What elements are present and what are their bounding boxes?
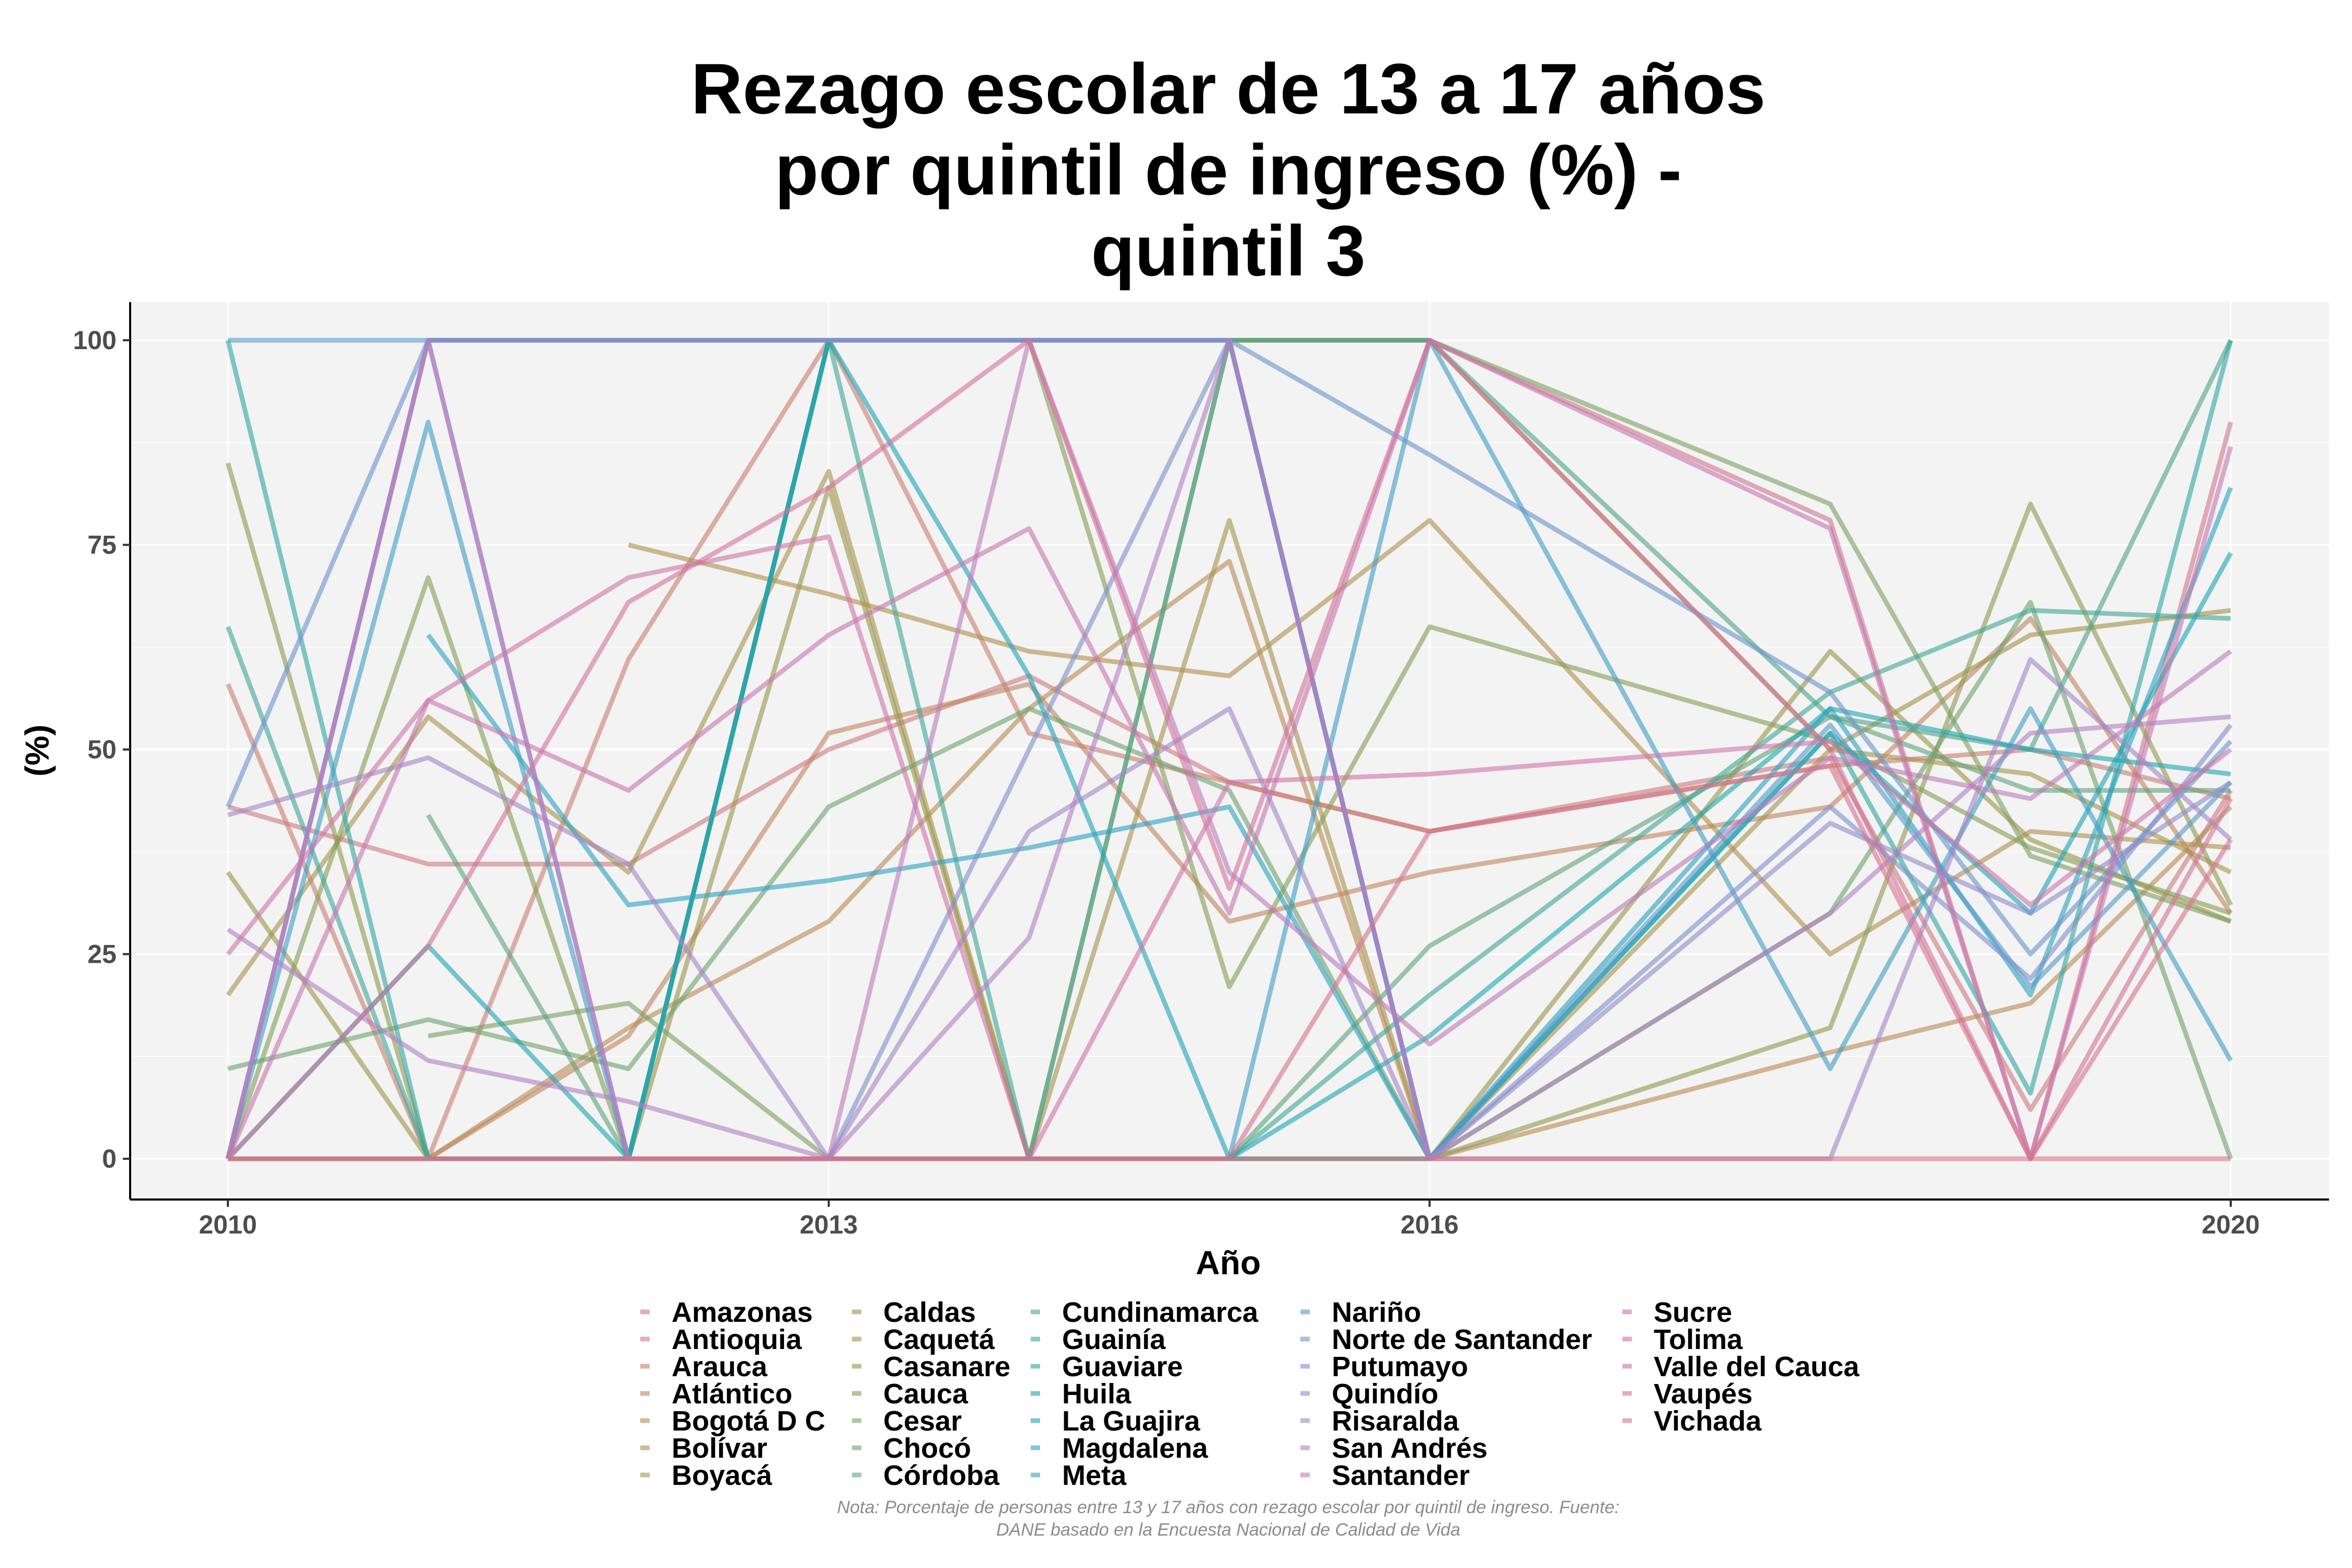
note-line: DANE basado en la Encuesta Nacional de C… <box>996 1520 1460 1540</box>
series-line <box>226 534 2232 1161</box>
legend-item: Magdalena <box>1031 1433 1208 1464</box>
legend-item: Santander <box>1300 1460 1470 1491</box>
legend-label: Casanare <box>883 1351 1010 1382</box>
y-tick-label: 100 <box>73 326 117 355</box>
title-line-2: por quintil de ingreso (%) - <box>775 130 1681 210</box>
legend-label: Meta <box>1062 1460 1127 1491</box>
legend-label: Valle del Cauca <box>1654 1351 1860 1382</box>
legend-item: Chocó <box>852 1433 971 1464</box>
plot-panel <box>130 302 2329 1200</box>
title-line-3: quintil 3 <box>1091 211 1365 291</box>
note-line: Nota: Porcentaje de personas entre 13 y … <box>837 1497 1620 1517</box>
legend-label: Vichada <box>1654 1405 1762 1437</box>
data-lines <box>225 338 2233 1161</box>
title-line-1: Rezago escolar de 13 a 17 años <box>691 49 1766 129</box>
series-line <box>227 657 2233 1161</box>
series-line <box>225 338 2233 1161</box>
legend-label: Guaviare <box>1062 1351 1183 1382</box>
legend-item: Sucre <box>1622 1297 1732 1328</box>
legend-label: Sucre <box>1654 1297 1732 1328</box>
x-tick-label: 2013 <box>800 1210 858 1239</box>
y-tick-label: 50 <box>87 735 117 764</box>
legend-item: Vaupés <box>1622 1378 1753 1410</box>
legend-label: Boyacá <box>672 1460 773 1491</box>
series-line <box>225 338 2232 1161</box>
legend-label: Chocó <box>883 1433 971 1464</box>
legend-label: Santander <box>1332 1460 1470 1491</box>
legend-label: Córdoba <box>883 1460 1000 1491</box>
series-line <box>228 616 2233 1161</box>
legend-item: La Guajira <box>1031 1405 1201 1437</box>
y-axis-ticks: 0 25 50 75 100 <box>73 326 130 1173</box>
legend-item: Bolívar <box>640 1433 767 1464</box>
legend-label: San Andrés <box>1332 1433 1488 1464</box>
legend-item: Arauca <box>640 1351 768 1382</box>
legend-item: Antioquia <box>640 1324 802 1355</box>
x-axis-title: Año <box>1196 1244 1261 1282</box>
legend-label: Norte de Santander <box>1332 1324 1592 1355</box>
y-axis-title: (%) <box>18 724 56 777</box>
legend-item: Norte de Santander <box>1300 1324 1592 1355</box>
legend-item: Amazonas <box>640 1297 813 1328</box>
legend-item: Risaralda <box>1300 1405 1459 1437</box>
legend-label: Arauca <box>672 1351 768 1382</box>
legend-item: Guainía <box>1031 1324 1166 1355</box>
legend-label: La Guajira <box>1062 1405 1201 1437</box>
y-tick-label: 25 <box>87 940 117 969</box>
legend-item: Putumayo <box>1300 1351 1468 1382</box>
legend-item: Huila <box>1031 1378 1132 1410</box>
legend-label: Tolima <box>1654 1324 1743 1355</box>
x-tick-label: 2010 <box>199 1210 257 1239</box>
legend-item: Cundinamarca <box>1031 1297 1259 1328</box>
series-line <box>225 338 2232 1161</box>
legend-label: Bolívar <box>672 1433 767 1464</box>
legend-label: Magdalena <box>1062 1433 1208 1464</box>
chart-title: Rezago escolar de 13 a 17 años por quint… <box>691 49 1766 291</box>
legend-item: Caldas <box>852 1297 976 1328</box>
y-tick-label: 75 <box>87 531 117 560</box>
legend-item: Meta <box>1031 1460 1127 1491</box>
legend-label: Cesar <box>883 1405 962 1437</box>
legend-item: Guaviare <box>1031 1351 1183 1382</box>
legend-item: Cesar <box>852 1405 962 1437</box>
x-tick-label: 2016 <box>1401 1210 1459 1239</box>
legend-label: Risaralda <box>1332 1405 1459 1437</box>
legend-item: Córdoba <box>852 1460 1000 1491</box>
legend-item: Cauca <box>852 1378 969 1410</box>
legend-label: Cundinamarca <box>1062 1297 1259 1328</box>
legend-item: Quindío <box>1300 1378 1438 1410</box>
legend-item: Boyacá <box>640 1460 773 1491</box>
legend-label: Atlántico <box>672 1378 792 1410</box>
series-line <box>226 338 2233 1161</box>
legend-item: Bogotá D C <box>640 1405 825 1437</box>
x-tick-label: 2020 <box>2201 1210 2259 1239</box>
axes <box>129 302 2329 1201</box>
legend-label: Vaupés <box>1654 1378 1753 1410</box>
legend-item: Atlántico <box>640 1378 792 1410</box>
note-text: Nota: Porcentaje de personas entre 13 y … <box>837 1497 1620 1540</box>
legend-item: Caquetá <box>852 1324 995 1355</box>
legend-label: Huila <box>1062 1378 1132 1410</box>
legend-item: Nariño <box>1300 1297 1421 1328</box>
legend-label: Antioquia <box>672 1324 802 1355</box>
legend-label: Caquetá <box>883 1324 995 1355</box>
x-axis-ticks: 2010 2013 2016 2020 <box>199 1200 2260 1239</box>
legend-label: Guainía <box>1062 1324 1166 1355</box>
legend-label: Nariño <box>1332 1297 1421 1328</box>
legend-label: Bogotá D C <box>672 1405 825 1437</box>
legend-item: Casanare <box>852 1351 1010 1382</box>
legend-label: Amazonas <box>672 1297 813 1328</box>
legend-item: Valle del Cauca <box>1622 1351 1860 1382</box>
legend-label: Quindío <box>1332 1378 1438 1410</box>
legend-item: Vichada <box>1622 1405 1762 1437</box>
series-line <box>225 338 2232 1161</box>
legend-item: San Andrés <box>1300 1433 1488 1464</box>
legend-label: Caldas <box>883 1297 976 1328</box>
legend-label: Cauca <box>883 1378 969 1410</box>
legend-label: Putumayo <box>1332 1351 1468 1382</box>
y-tick-label: 0 <box>102 1144 117 1173</box>
legend-item: Tolima <box>1622 1324 1743 1355</box>
